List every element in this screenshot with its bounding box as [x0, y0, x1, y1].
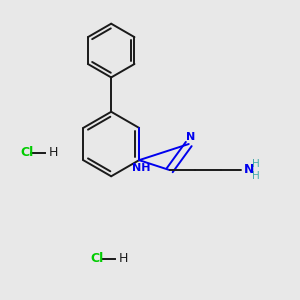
Text: N: N — [186, 133, 196, 142]
Text: N: N — [244, 163, 254, 176]
Text: H: H — [49, 146, 58, 160]
Text: H: H — [252, 158, 260, 169]
Text: NH: NH — [132, 163, 151, 172]
Text: Cl: Cl — [90, 253, 104, 266]
Text: H: H — [252, 171, 260, 181]
Text: H: H — [118, 253, 128, 266]
Text: Cl: Cl — [20, 146, 33, 160]
